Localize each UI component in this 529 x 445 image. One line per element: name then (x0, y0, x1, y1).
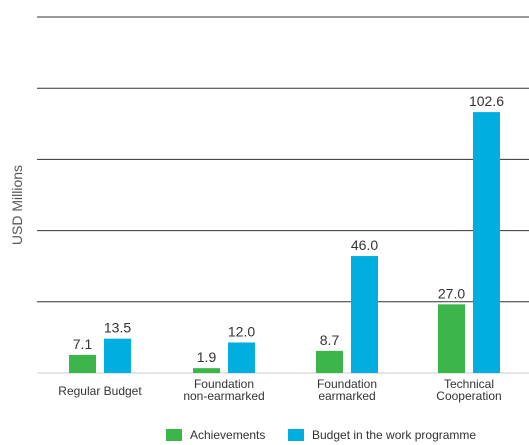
legend-label-budget: Budget in the work programme (312, 428, 477, 442)
legend-swatch-budget (288, 429, 304, 441)
x-tick-label-0: Regular Budget (58, 384, 142, 398)
data-label-achievements-3: 27.0 (438, 285, 465, 301)
x-tick-label-2: Foundation (317, 377, 377, 391)
bar-budget-0 (104, 338, 131, 373)
legend-label-achievements: Achievements (190, 428, 266, 442)
bar-achievements-0 (69, 354, 96, 373)
bar-achievements-3 (438, 304, 465, 373)
bar-budget-1 (228, 342, 255, 373)
data-label-achievements-1: 1.9 (197, 349, 217, 365)
data-label-achievements-2: 8.7 (320, 332, 340, 348)
bar-budget-2 (351, 256, 378, 373)
bar-achievements-2 (316, 350, 343, 373)
data-label-budget-0: 13.5 (104, 320, 131, 336)
data-label-budget-2: 46.0 (351, 237, 378, 253)
legend-item-achievements: Achievements (166, 428, 265, 442)
x-tick-label-2: earmarked (318, 389, 375, 403)
bar-budget-3 (473, 112, 500, 374)
data-label-achievements-0: 7.1 (73, 336, 93, 352)
legend-item-budget: Budget in the work programme (288, 428, 476, 442)
x-tick-label-3: Technical (444, 377, 494, 391)
x-tick-label-1: Foundation (194, 377, 254, 391)
data-label-budget-3: 102.6 (469, 93, 504, 109)
x-tick-label-1: non-earmarked (183, 389, 264, 403)
bar-achievements-1 (193, 368, 220, 373)
legend: Achievements Budget in the work programm… (0, 428, 529, 445)
x-tick-label-3: Cooperation (436, 389, 501, 403)
legend-swatch-achievements (166, 429, 182, 441)
data-label-budget-1: 12.0 (228, 323, 255, 339)
